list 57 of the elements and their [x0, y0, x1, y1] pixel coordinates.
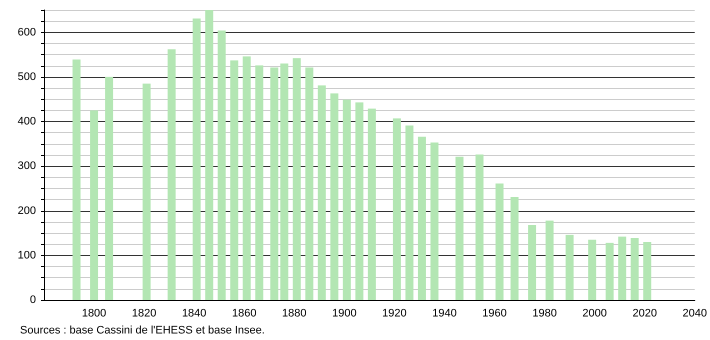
- bar: [618, 236, 626, 300]
- bar: [643, 242, 652, 300]
- x-tick-label: 2020: [632, 308, 657, 320]
- bar: [455, 156, 464, 300]
- x-tick-label: 1960: [482, 308, 507, 320]
- y-tick-label: 100: [18, 249, 36, 262]
- bar: [588, 240, 596, 300]
- x-tick-label: 1860: [232, 308, 256, 320]
- bar: [510, 196, 519, 300]
- bar: [105, 76, 114, 300]
- bar: [230, 60, 238, 300]
- bar: [318, 85, 326, 300]
- bar: [330, 93, 338, 300]
- bar: [280, 64, 288, 300]
- y-tick-label: 0: [30, 294, 36, 306]
- bar: [355, 102, 364, 300]
- bar: [476, 154, 484, 300]
- bar: [418, 136, 426, 300]
- bar: [305, 68, 314, 300]
- x-tick-label: 2040: [682, 308, 708, 320]
- bar: [368, 108, 376, 300]
- y-tick-label: 400: [18, 116, 36, 128]
- bar: [242, 56, 251, 300]
- bar: [405, 126, 414, 300]
- bar: [255, 65, 264, 300]
- bar: [292, 58, 301, 300]
- bar: [342, 100, 351, 300]
- bar: [496, 184, 504, 300]
- bar: [566, 234, 574, 300]
- bar: [168, 49, 176, 300]
- x-tick-label: 1840: [182, 308, 206, 320]
- bar: [430, 142, 438, 300]
- x-tick-label: 1820: [132, 308, 156, 320]
- bar: [546, 220, 554, 300]
- x-tick-label: 1880: [282, 308, 307, 320]
- bar: [392, 118, 401, 300]
- x-tick-label: 2000: [582, 308, 607, 320]
- bar: [270, 68, 278, 300]
- x-tick-label: 1900: [332, 308, 357, 320]
- bar: [205, 10, 214, 300]
- bar: [606, 242, 614, 300]
- y-tick-label: 500: [18, 70, 36, 83]
- x-tick-label: 1980: [532, 308, 557, 320]
- bar: [630, 238, 639, 300]
- source-note: Sources : base Cassini de l'EHESS et base Insee.: [20, 324, 265, 336]
- x-tick-label: 1800: [82, 308, 106, 320]
- x-tick-label: 1920: [382, 308, 407, 320]
- bar: [142, 84, 151, 300]
- y-tick-label: 300: [18, 160, 36, 172]
- bar: [528, 225, 536, 300]
- y-tick-label: 600: [18, 26, 36, 38]
- bar: [90, 110, 98, 300]
- y-tick-label: 200: [18, 204, 36, 217]
- bar: [192, 18, 201, 300]
- x-tick-label: 1940: [432, 308, 457, 320]
- bar: [72, 60, 81, 300]
- bar: [218, 30, 226, 300]
